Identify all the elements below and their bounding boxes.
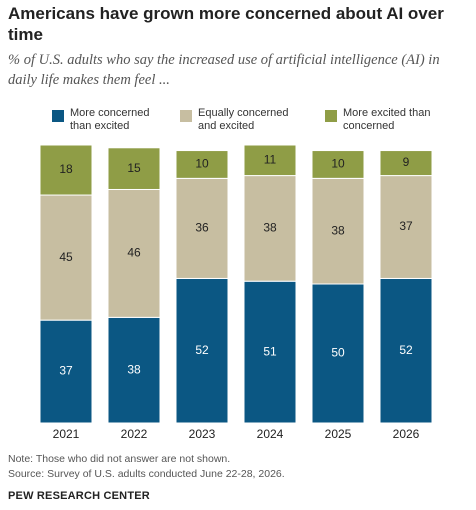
value-label: 52 xyxy=(399,343,413,357)
bar-segment xyxy=(39,319,93,424)
chart-subtitle: % of U.S. adults who say the increased u… xyxy=(8,52,440,88)
bar-segment xyxy=(175,150,229,179)
legend-label: More excited than concerned xyxy=(343,107,431,132)
legend-swatch xyxy=(52,110,64,122)
value-label: 10 xyxy=(195,157,209,171)
value-label: 18 xyxy=(59,162,73,176)
legend-label: Equally concerned and excited xyxy=(198,107,289,132)
x-tick-label: 2026 xyxy=(393,427,420,441)
bar-segment xyxy=(311,283,365,424)
value-label: 38 xyxy=(331,223,345,237)
value-label: 45 xyxy=(59,250,73,264)
bar-segment xyxy=(243,175,297,282)
x-tick-label: 2023 xyxy=(189,427,216,441)
legend-item: More excited than concerned xyxy=(325,107,443,133)
bar-segment xyxy=(39,194,93,321)
x-tick-label: 2025 xyxy=(325,427,352,441)
value-label: 9 xyxy=(403,155,410,169)
legend-swatch xyxy=(180,110,192,122)
value-label: 46 xyxy=(127,246,141,260)
x-tick-label: 2024 xyxy=(257,427,284,441)
bar-segment xyxy=(311,150,365,179)
legend-swatch xyxy=(325,110,337,122)
bar-segment xyxy=(107,188,161,318)
source-org: PEW RESEARCH CENTER xyxy=(8,490,150,502)
x-tick-label: 2022 xyxy=(121,427,148,441)
legend-item: More concerned than excited xyxy=(52,107,170,133)
bar-segment xyxy=(243,280,297,424)
bar-segment xyxy=(379,175,433,279)
bar-segment xyxy=(311,177,365,285)
value-label: 50 xyxy=(331,346,345,360)
value-label: 36 xyxy=(195,221,209,235)
bar-segment xyxy=(39,144,93,196)
x-tick-label: 2021 xyxy=(53,427,80,441)
value-label: 37 xyxy=(59,364,73,378)
value-label: 38 xyxy=(263,221,277,235)
value-label: 11 xyxy=(264,152,277,166)
legend-label: More concerned than excited xyxy=(70,107,150,132)
bar-segment xyxy=(107,147,161,190)
legend-item: Equally concerned and excited xyxy=(180,107,298,133)
value-label: 38 xyxy=(127,362,141,376)
value-label: 10 xyxy=(331,157,345,171)
source: Source: Survey of U.S. adults conducted … xyxy=(8,468,285,480)
bar-segment xyxy=(107,316,161,424)
chart-title: Americans have grown more concerned abou… xyxy=(8,4,444,44)
bar-segment xyxy=(379,277,433,424)
value-label: 52 xyxy=(195,343,209,357)
bar-segment xyxy=(379,150,433,177)
value-label: 37 xyxy=(399,219,413,233)
value-label: 15 xyxy=(127,161,141,175)
bar-segment xyxy=(243,144,297,177)
note: Note: Those who did not answer are not s… xyxy=(8,453,231,465)
value-label: 51 xyxy=(263,344,277,358)
